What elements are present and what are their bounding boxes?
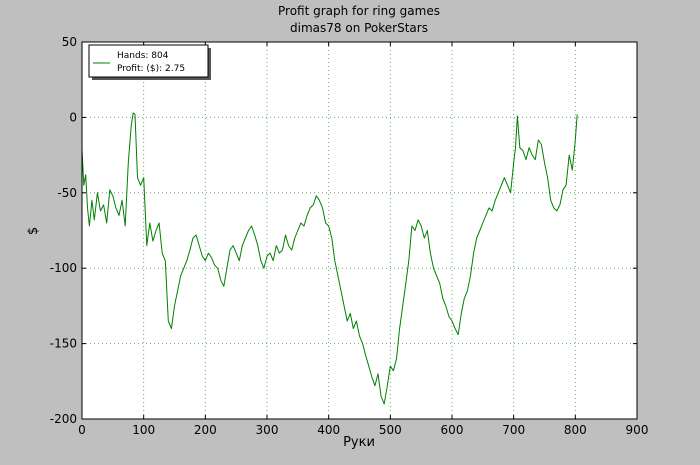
y-tick-label: -100	[50, 261, 77, 275]
x-tick-label: 900	[626, 423, 649, 437]
x-tick-label: 100	[132, 423, 155, 437]
x-tick-label: 0	[78, 423, 86, 437]
y-axis-label: $	[26, 227, 41, 235]
legend: Hands: 804 Profit: ($): 2.75	[88, 44, 211, 80]
y-tick-label: -200	[50, 412, 77, 426]
plot-frame	[81, 41, 638, 420]
x-axis-label: Руки	[343, 435, 375, 450]
x-tick-label: 200	[194, 423, 217, 437]
x-tick-label: 300	[256, 423, 279, 437]
y-tick-label: 0	[69, 110, 77, 124]
y-tick-label: -50	[57, 186, 77, 200]
x-tick-label: 700	[502, 423, 525, 437]
x-axis-ticks: 0 100 200 300 400 500 600 700 800 900	[78, 42, 648, 437]
chart-title: Profit graph for ring games	[278, 4, 440, 18]
x-tick-label: 600	[441, 423, 464, 437]
legend-box	[88, 44, 209, 78]
chart-subtitle: dimas78 on PokerStars	[290, 21, 428, 35]
y-tick-label: -150	[50, 337, 77, 351]
legend-hands: Hands: 804	[117, 51, 169, 61]
series-layer	[81, 112, 578, 405]
grid-lines	[82, 42, 637, 419]
x-tick-label: 400	[317, 423, 340, 437]
y-axis-ticks: 50 0 -50 -100 -150 -200	[50, 35, 637, 426]
plot-area	[82, 42, 637, 419]
x-tick-label: 800	[564, 423, 587, 437]
legend-profit: Profit: ($): 2.75	[117, 64, 185, 74]
x-tick-label: 500	[379, 423, 402, 437]
profit-line	[81, 112, 578, 405]
y-tick-label: 50	[62, 35, 77, 49]
